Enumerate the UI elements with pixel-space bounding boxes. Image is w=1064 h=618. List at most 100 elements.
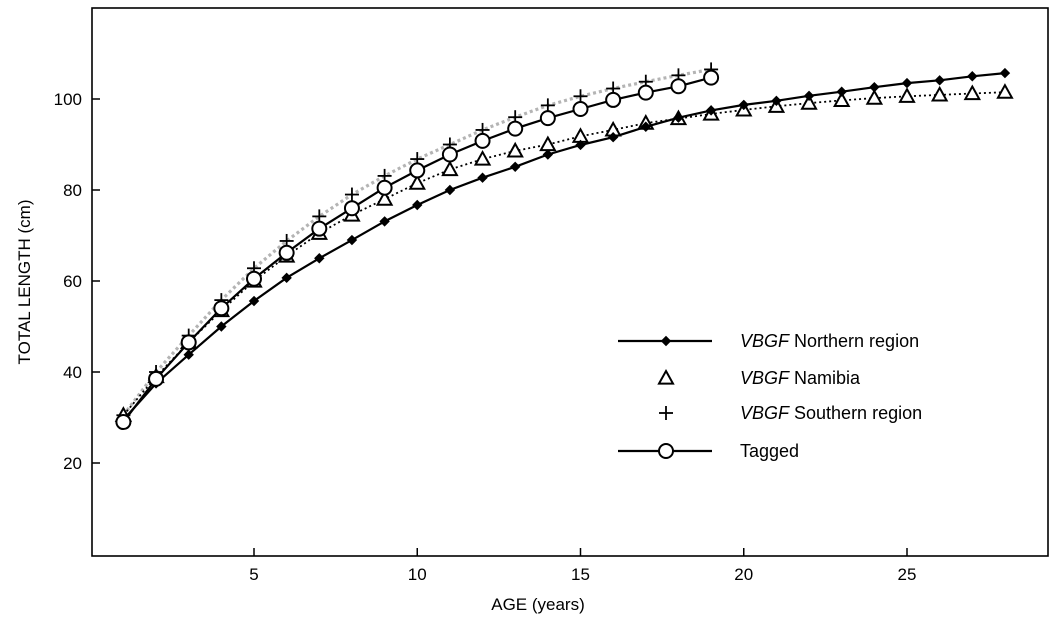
x-tick-label: 20: [734, 565, 753, 584]
plot-frame: [91, 7, 1049, 557]
data-point: [216, 321, 227, 332]
data-point: [246, 270, 262, 287]
data-point: [248, 295, 260, 307]
series-line: [122, 72, 1006, 421]
data-point: [738, 99, 749, 111]
y-tick-label: 20: [63, 454, 82, 473]
data-point: [963, 84, 981, 101]
data-point: [803, 90, 815, 102]
data-point: [540, 98, 555, 113]
y-axis-label: TOTAL LENGTH (cm): [15, 200, 34, 365]
legend-label-text: Northern region: [789, 331, 919, 351]
legend-label: Tagged: [740, 441, 799, 461]
series-vbgf-namibia: [114, 83, 1014, 422]
data-point: [441, 160, 459, 177]
data-point: [869, 81, 880, 93]
data-point: [115, 414, 132, 431]
x-tick-label: 15: [571, 565, 590, 584]
legend-marker: [659, 406, 673, 420]
series-line: [122, 67, 712, 417]
data-point: [180, 334, 197, 351]
data-point: [444, 184, 456, 196]
data-point: [673, 112, 684, 123]
legend-item: VBGF Southern region: [659, 403, 922, 423]
data-point: [507, 120, 524, 137]
data-point: [898, 87, 916, 103]
data-point: [477, 172, 488, 183]
series-line: [122, 91, 1006, 416]
series-vbgf-northern-region: [118, 67, 1011, 425]
data-point: [800, 94, 818, 110]
data-point: [148, 370, 165, 387]
data-point: [967, 71, 978, 82]
data-point: [314, 253, 325, 264]
data-point: [506, 141, 524, 158]
data-point: [344, 187, 359, 202]
data-point: [771, 95, 782, 107]
data-point: [934, 75, 945, 86]
data-point: [183, 349, 194, 360]
legend-marker: [660, 335, 672, 347]
data-point: [409, 162, 426, 179]
x-axis-label: AGE (years): [491, 595, 585, 614]
data-point: [607, 132, 619, 143]
legend-label-prefix: VBGF: [740, 331, 790, 351]
data-point: [573, 89, 588, 104]
data-point: [412, 199, 423, 211]
series-line: [122, 76, 712, 423]
y-axis-ticks: 20 40 60 80 100: [54, 90, 100, 473]
legend-marker: [657, 368, 675, 385]
data-point: [930, 85, 949, 102]
y-tick-label: 60: [63, 272, 82, 291]
data-point: [376, 179, 393, 196]
legend-label-text: Tagged: [740, 441, 799, 461]
legend-label-text: Namibia: [789, 368, 861, 388]
series-vbgf-southern-region: [116, 62, 719, 423]
data-point: [999, 67, 1011, 79]
data-point: [509, 161, 521, 173]
data-point: [670, 78, 687, 95]
legend-label: VBGF Northern region: [740, 331, 919, 351]
y-tick-label: 100: [54, 90, 82, 109]
data-point: [572, 101, 589, 118]
data-point: [473, 150, 492, 166]
data-point: [441, 146, 458, 163]
legend-label: VBGF Namibia: [740, 368, 861, 388]
data-point: [703, 69, 720, 86]
data-point: [539, 110, 556, 127]
x-tick-label: 10: [408, 565, 427, 584]
data-point: [637, 84, 654, 101]
data-point: [996, 83, 1014, 99]
data-point: [343, 200, 360, 217]
data-point: [542, 149, 554, 160]
data-point: [640, 121, 652, 132]
data-point: [474, 132, 491, 149]
data-point: [539, 135, 557, 152]
legend-item: VBGF Namibia: [657, 368, 861, 388]
data-point: [408, 174, 426, 190]
data-point: [865, 89, 884, 105]
data-point: [213, 300, 230, 317]
data-point: [575, 139, 586, 151]
legend-item: Tagged: [618, 441, 799, 461]
legend-label-prefix: VBGF: [740, 368, 790, 388]
legend-label: VBGF Southern region: [740, 403, 922, 423]
series-layer: [114, 62, 1014, 431]
data-point: [836, 86, 847, 97]
data-point: [375, 190, 394, 206]
x-tick-label: 25: [898, 565, 917, 584]
data-point: [705, 105, 717, 116]
data-point: [311, 220, 328, 237]
y-tick-label: 80: [63, 181, 82, 200]
data-point: [379, 216, 390, 227]
data-point: [278, 244, 295, 261]
legend-label-prefix: VBGF: [740, 403, 790, 423]
x-axis-ticks: 5 10 15 20 25: [249, 548, 916, 584]
data-point: [346, 234, 358, 246]
x-tick-label: 5: [249, 565, 258, 584]
series-tagged: [115, 69, 720, 431]
data-point: [901, 77, 913, 89]
legend-marker: [658, 443, 674, 459]
